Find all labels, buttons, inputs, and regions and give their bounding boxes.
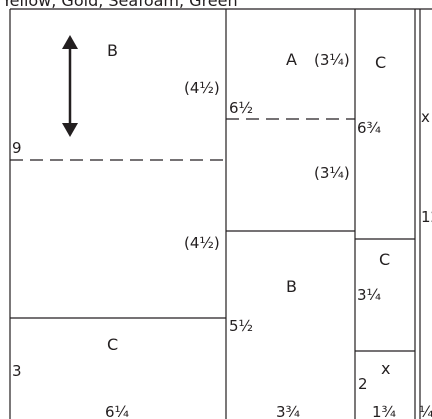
piece-c-bottom: C 3 [12, 335, 118, 380]
piece-c-top: C 6¾ [357, 53, 386, 137]
dimension-label: (4½) [184, 234, 220, 252]
width-label: 6¼ [105, 403, 130, 419]
piece-label: B [107, 41, 118, 60]
piece-label: x [421, 108, 430, 126]
dimension-label: 9 [12, 139, 22, 157]
dimension-label: 5½ [229, 317, 253, 335]
dimension-label: 3 [12, 362, 22, 380]
dimension-label: 2 [358, 375, 368, 393]
piece-label: C [107, 335, 118, 354]
dimension-label: (3¼) [314, 51, 350, 69]
fabric-colors-caption: Yellow, Gold, Seafoam, Green [1, 0, 238, 10]
piece-label: A [286, 50, 297, 69]
width-label: 1¾ [372, 403, 397, 419]
piece-label: C [379, 250, 390, 269]
bottom-width-labels: 6¼ 3¾ 1¾ ¼ [105, 403, 432, 419]
width-label: 3¾ [276, 403, 301, 419]
dimension-label: 3¼ [357, 286, 382, 304]
piece-a: A (3¼) 6½ (3¼) [229, 50, 350, 182]
piece-c-middle: C 3¼ [357, 250, 390, 304]
piece-borders [10, 9, 421, 419]
dimension-label: 12 [421, 208, 432, 226]
piece-small-b: B 5½ [229, 277, 297, 335]
dimension-label: 6½ [229, 99, 253, 117]
width-label: ¼ [419, 403, 432, 419]
piece-label: B [286, 277, 297, 296]
piece-label: x [381, 359, 390, 378]
dimension-label: 6¾ [357, 119, 382, 137]
piece-strip: x 12 [421, 108, 432, 226]
piece-x-small: x 2 [358, 359, 390, 393]
layout-frame [9, 8, 432, 419]
dimension-label: (4½) [184, 79, 220, 97]
dimension-label: (3¼) [314, 164, 350, 182]
piece-big-b: B (4½) 9 (4½) [12, 41, 220, 252]
double-headed-vertical-arrow-icon [62, 35, 78, 137]
piece-label: C [375, 53, 386, 72]
